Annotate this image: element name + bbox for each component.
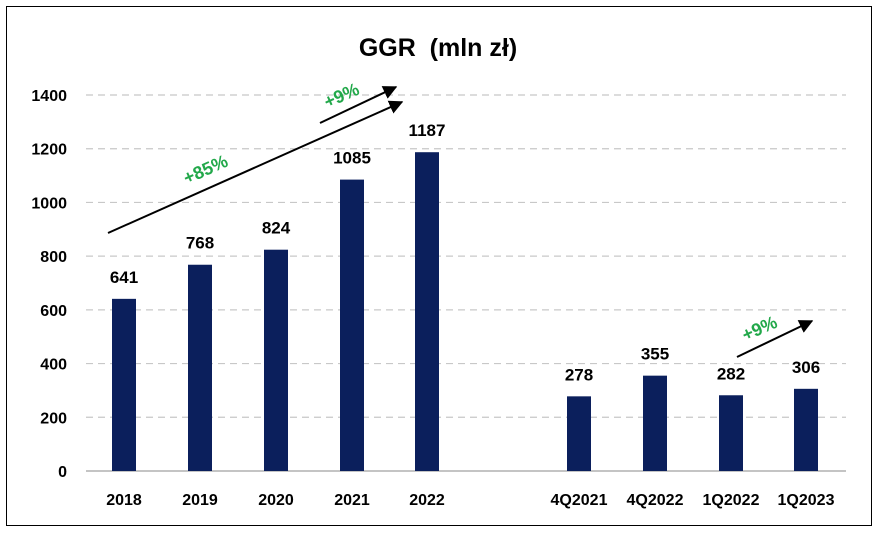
y-tick-label: 800 — [40, 249, 67, 266]
bar-1Q2022 — [719, 395, 743, 471]
bar-2020 — [264, 249, 288, 471]
x-tick-label-4Q2022: 4Q2022 — [627, 492, 684, 509]
data-label-2021: 1085 — [333, 149, 371, 168]
x-tick-label-2020: 2020 — [258, 492, 294, 509]
bar-2022 — [415, 152, 439, 471]
data-label-2020: 824 — [262, 219, 291, 238]
y-tick-label: 600 — [40, 303, 67, 320]
annotation-9-percent-annual: +9% — [321, 79, 363, 112]
bar-1Q2023 — [794, 388, 818, 471]
y-tick-label: 200 — [40, 410, 67, 427]
data-label-2019: 768 — [186, 234, 214, 253]
x-tick-label-1Q2022: 1Q2022 — [703, 492, 760, 509]
data-label-4Q2022: 355 — [641, 345, 669, 364]
growth-arrow-9-annual — [319, 86, 398, 124]
data-label-2022: 1187 — [409, 121, 446, 140]
bar-2018 — [112, 298, 136, 471]
x-tick-label-2019: 2019 — [182, 492, 218, 509]
data-label-4Q2021: 278 — [565, 365, 593, 384]
bar-4Q2021 — [567, 396, 591, 471]
x-tick-label-4Q2021: 4Q2021 — [551, 492, 608, 509]
x-tick-label-2021: 2021 — [334, 492, 370, 509]
growth-arrow-85 — [107, 100, 404, 234]
y-tick-label: 1400 — [31, 88, 67, 105]
data-label-1Q2023: 306 — [792, 358, 820, 377]
bar-2021 — [340, 179, 364, 471]
x-tick-label-1Q2023: 1Q2023 — [778, 492, 835, 509]
y-tick-label: 400 — [40, 357, 67, 374]
x-tick-label-2018: 2018 — [106, 492, 142, 509]
bars — [112, 152, 818, 471]
x-axis-ticks: 2018 2019 2020 2021 2022 4Q2021 4Q2022 1Q2022 1Q… — [106, 492, 834, 509]
y-tick-label: 1000 — [31, 195, 67, 212]
growth-arrow-9-quarterly — [736, 320, 814, 358]
bar-2019 — [188, 264, 212, 471]
y-tick-label: 0 — [58, 464, 67, 481]
data-label-1Q2022: 282 — [717, 364, 745, 383]
x-tick-label-2022: 2022 — [409, 492, 445, 509]
grid-lines — [86, 94, 846, 418]
y-tick-label: 1200 — [31, 142, 67, 159]
chart-title: GGR (mln zł) — [359, 34, 517, 62]
data-label-2018: 641 — [110, 268, 138, 287]
data-labels: 641 768 824 1085 1187 278 355 282 306 — [110, 121, 820, 384]
bar-4Q2022 — [643, 375, 667, 471]
y-axis-ticks: 0 200 400 600 800 1000 1200 1400 — [31, 88, 67, 481]
